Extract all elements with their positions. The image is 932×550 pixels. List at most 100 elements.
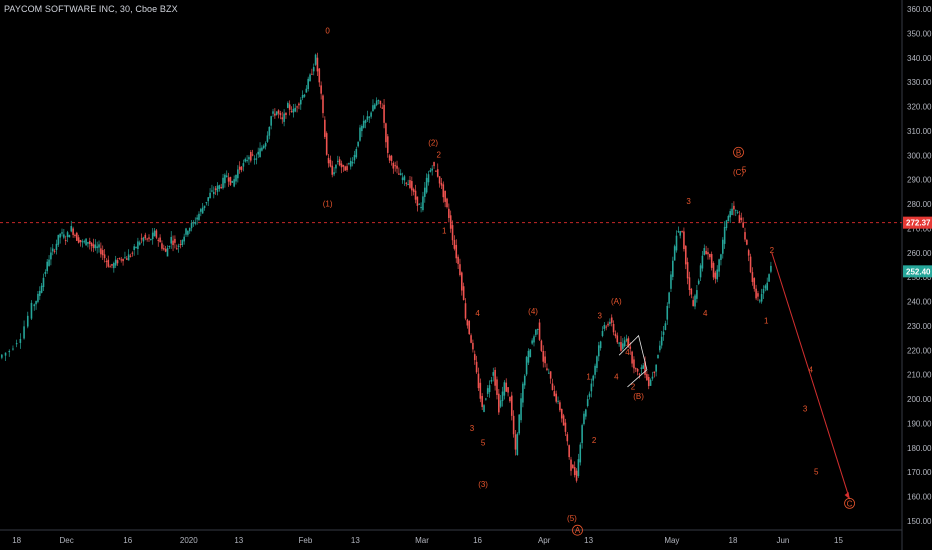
- x-tick-label: Apr: [538, 536, 551, 545]
- candle-body: [738, 215, 741, 222]
- candle-body: [124, 257, 126, 259]
- candle-body: [107, 259, 110, 267]
- candle-body: [72, 228, 74, 235]
- candle-body: [146, 238, 148, 240]
- y-tick-label: 170.00: [907, 468, 932, 477]
- wave-label: 1: [442, 226, 447, 235]
- candle-body: [116, 260, 119, 264]
- candle-body: [464, 303, 467, 319]
- candle-body: [429, 170, 432, 172]
- candle-body: [366, 116, 369, 120]
- candle-body: [281, 117, 284, 120]
- candle-body: [673, 246, 676, 261]
- y-tick-label: 350.00: [907, 29, 932, 38]
- candle-body: [605, 326, 607, 328]
- candle-body: [634, 368, 637, 370]
- candle-body: [590, 383, 593, 392]
- candle-body: [19, 338, 22, 343]
- candle-body: [625, 338, 628, 341]
- candle-body: [255, 158, 258, 160]
- candle-body: [451, 225, 454, 241]
- x-tick-label: 16: [123, 536, 132, 545]
- candle-body: [614, 333, 617, 337]
- candle-body: [409, 180, 411, 188]
- y-tick-label: 310.00: [907, 127, 932, 136]
- wave-label: 4: [808, 365, 813, 374]
- candle-body: [627, 338, 630, 347]
- candle-body: [684, 245, 687, 265]
- candle-body: [225, 175, 228, 178]
- candle-body: [187, 231, 189, 235]
- candle-body: [368, 116, 371, 118]
- candle-body: [194, 222, 197, 224]
- wave-label: (A): [611, 297, 622, 306]
- candle-body: [298, 103, 300, 106]
- candle-body: [338, 159, 341, 166]
- candle-body: [548, 372, 550, 374]
- candle-body: [44, 271, 47, 274]
- candle-body: [640, 367, 643, 369]
- candle-body: [207, 197, 210, 202]
- candle-body: [133, 246, 135, 250]
- y-tick-label: 180.00: [907, 444, 932, 453]
- candle-body: [588, 393, 591, 397]
- candle-body: [55, 243, 58, 251]
- candle-body: [218, 185, 221, 189]
- candle-body: [522, 383, 524, 403]
- candle-body: [90, 242, 93, 247]
- y-tick-label: 330.00: [907, 78, 932, 87]
- candle-body: [153, 230, 156, 237]
- candle-body: [81, 241, 84, 243]
- candle-body: [535, 329, 537, 335]
- candle-body: [103, 254, 106, 259]
- candle-body: [57, 234, 60, 245]
- price-badge-label: 252.40: [906, 267, 931, 276]
- candle-body: [349, 160, 352, 167]
- candle-body: [734, 210, 737, 212]
- candle-body: [294, 107, 297, 112]
- candle-body: [105, 260, 108, 262]
- candle-body: [746, 239, 748, 245]
- candle-body: [201, 207, 204, 214]
- candle-body: [70, 226, 73, 232]
- price-badge: [903, 265, 932, 278]
- candle-body: [503, 382, 506, 396]
- candle-body: [618, 342, 620, 344]
- candle-body: [333, 172, 335, 175]
- candle-body: [486, 388, 489, 394]
- candle-body: [485, 398, 487, 400]
- candle-body: [351, 161, 354, 164]
- candle-body: [386, 136, 389, 153]
- candle-body: [394, 165, 396, 167]
- y-tick-label: 200.00: [907, 395, 932, 404]
- candle-body: [716, 269, 719, 280]
- candle-body: [183, 236, 185, 242]
- candle-body: [83, 241, 86, 243]
- candle-body: [359, 127, 361, 141]
- candle-body: [251, 154, 254, 156]
- y-tick-label: 290.00: [907, 176, 932, 185]
- x-tick-label: 18: [12, 536, 21, 545]
- candle-body: [257, 151, 260, 155]
- candle-body: [299, 99, 302, 105]
- candle-body: [721, 239, 724, 254]
- candle-body: [570, 459, 572, 471]
- candle-body: [383, 104, 385, 123]
- candle-body: [137, 241, 139, 249]
- candle-body: [174, 238, 176, 243]
- candle-body: [222, 177, 224, 189]
- wave-label: 3: [470, 424, 475, 433]
- candle-body: [100, 248, 102, 255]
- wave-label: 3: [803, 404, 808, 413]
- candle-body: [157, 239, 160, 241]
- candle-body: [688, 277, 691, 290]
- candle-body: [457, 256, 459, 264]
- candle-body: [466, 319, 469, 326]
- candle-body: [88, 241, 91, 244]
- candle-body: [546, 368, 548, 370]
- candle-body: [433, 162, 435, 167]
- candle-body: [79, 239, 82, 243]
- candle-body: [755, 288, 757, 299]
- candle-body: [307, 78, 309, 90]
